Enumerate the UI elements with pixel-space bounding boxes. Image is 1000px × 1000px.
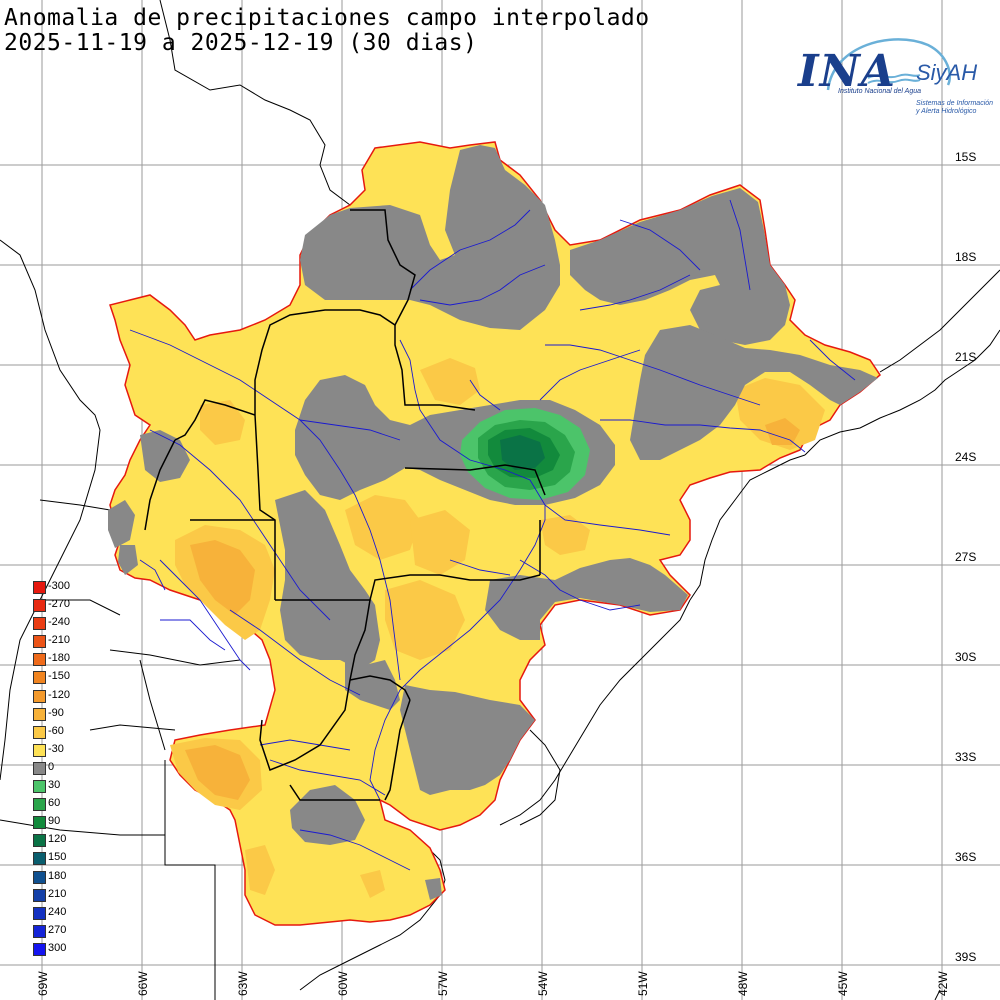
rivers bbox=[129, 199, 856, 871]
legend-swatch bbox=[33, 780, 46, 794]
legend-label: 150 bbox=[48, 851, 67, 864]
lon-label-63w: 63W bbox=[236, 971, 250, 996]
legend-label: -120 bbox=[48, 688, 71, 701]
legend-label: -180 bbox=[48, 652, 71, 665]
legend-label: 300 bbox=[48, 941, 67, 954]
lon-label-48w: 48W bbox=[736, 971, 750, 996]
lat-label-39s: 39S bbox=[955, 950, 977, 964]
legend-swatch bbox=[33, 816, 46, 830]
legend-label: 120 bbox=[48, 833, 67, 846]
lat-label-15s: 15S bbox=[955, 150, 977, 164]
lon-label-69w: 69W bbox=[36, 971, 50, 996]
lon-label-57w: 57W bbox=[436, 971, 450, 996]
logo-siyah-text: SiyAH bbox=[916, 60, 978, 85]
legend-label: -270 bbox=[48, 598, 71, 611]
orange-anomaly-patches bbox=[170, 358, 825, 898]
lon-label-42w: 42W bbox=[936, 971, 950, 996]
legend-label: 240 bbox=[48, 905, 67, 918]
legend-label: -300 bbox=[48, 580, 71, 592]
legend-label: -150 bbox=[48, 670, 71, 683]
legend-swatch bbox=[33, 653, 46, 667]
legend-label: 210 bbox=[48, 887, 67, 900]
legend-label: 0 bbox=[48, 760, 55, 773]
lon-label-51w: 51W bbox=[636, 971, 650, 996]
coastline bbox=[299, 269, 1000, 991]
lat-label-24s: 24S bbox=[955, 450, 977, 464]
lat-label-27s: 27S bbox=[955, 550, 977, 564]
legend-swatch bbox=[33, 743, 46, 757]
legend-label: 270 bbox=[48, 923, 67, 936]
lon-label-66w: 66W bbox=[136, 971, 150, 996]
legend-swatch bbox=[33, 906, 46, 920]
lat-label-21s: 21S bbox=[955, 350, 977, 364]
legend-swatch bbox=[33, 599, 46, 613]
legend-swatch bbox=[33, 581, 46, 594]
legend-label: 180 bbox=[48, 869, 67, 882]
lat-label-33s: 33S bbox=[955, 750, 977, 764]
logo-product-subtitle: Sistemas de Información y Alerta Hidroló… bbox=[916, 100, 993, 116]
legend-swatch bbox=[33, 707, 46, 721]
lat-label-36s: 36S bbox=[955, 850, 977, 864]
lon-label-45w: 45W bbox=[836, 971, 850, 996]
legend-label: -210 bbox=[48, 634, 71, 647]
logo-ina-text: INA bbox=[798, 46, 896, 97]
legend-swatch bbox=[33, 942, 46, 956]
legend-swatch bbox=[33, 924, 46, 938]
logo-subtitle: Instituto Nacional del Agua bbox=[838, 88, 922, 95]
legend-label: -240 bbox=[48, 616, 71, 629]
legend-swatch bbox=[33, 725, 46, 739]
lon-label-60w: 60W bbox=[336, 971, 350, 996]
map-title: Anomalia de precipitaciones campo interp… bbox=[4, 5, 650, 31]
green-anomaly-patch bbox=[460, 408, 590, 500]
lat-label-30s: 30S bbox=[955, 650, 977, 664]
legend-label: 60 bbox=[48, 797, 61, 810]
legend-swatch bbox=[33, 888, 46, 902]
internal-borders bbox=[144, 209, 546, 801]
ina-siyah-logo: INA SiyAH Instituto Nacional del Agua Si… bbox=[798, 30, 994, 126]
legend-swatch bbox=[33, 798, 46, 812]
legend-label: 90 bbox=[48, 815, 61, 828]
legend-swatch bbox=[33, 761, 46, 775]
logo-product-subtitle-line2: y Alerta Hidrológico bbox=[916, 108, 977, 115]
legend-label: -30 bbox=[48, 742, 64, 755]
legend-label: -90 bbox=[48, 706, 64, 719]
legend-label: -60 bbox=[48, 724, 64, 737]
legend-swatch bbox=[33, 870, 46, 884]
logo-product-subtitle-line1: Sistemas de Información bbox=[916, 100, 994, 107]
lat-label-18s: 18S bbox=[955, 250, 977, 264]
legend-swatch bbox=[33, 834, 46, 848]
map-date-range: 2025-11-19 a 2025-12-19 (30 dias) bbox=[4, 30, 478, 56]
legend-swatch bbox=[33, 635, 46, 649]
legend-label: 30 bbox=[48, 779, 61, 792]
logo-swoosh-icon bbox=[826, 38, 952, 91]
legend-swatch bbox=[33, 852, 46, 866]
legend-swatch bbox=[33, 671, 46, 685]
legend-swatch bbox=[33, 617, 46, 631]
lon-label-54w: 54W bbox=[536, 971, 550, 996]
legend-swatch bbox=[33, 689, 46, 703]
